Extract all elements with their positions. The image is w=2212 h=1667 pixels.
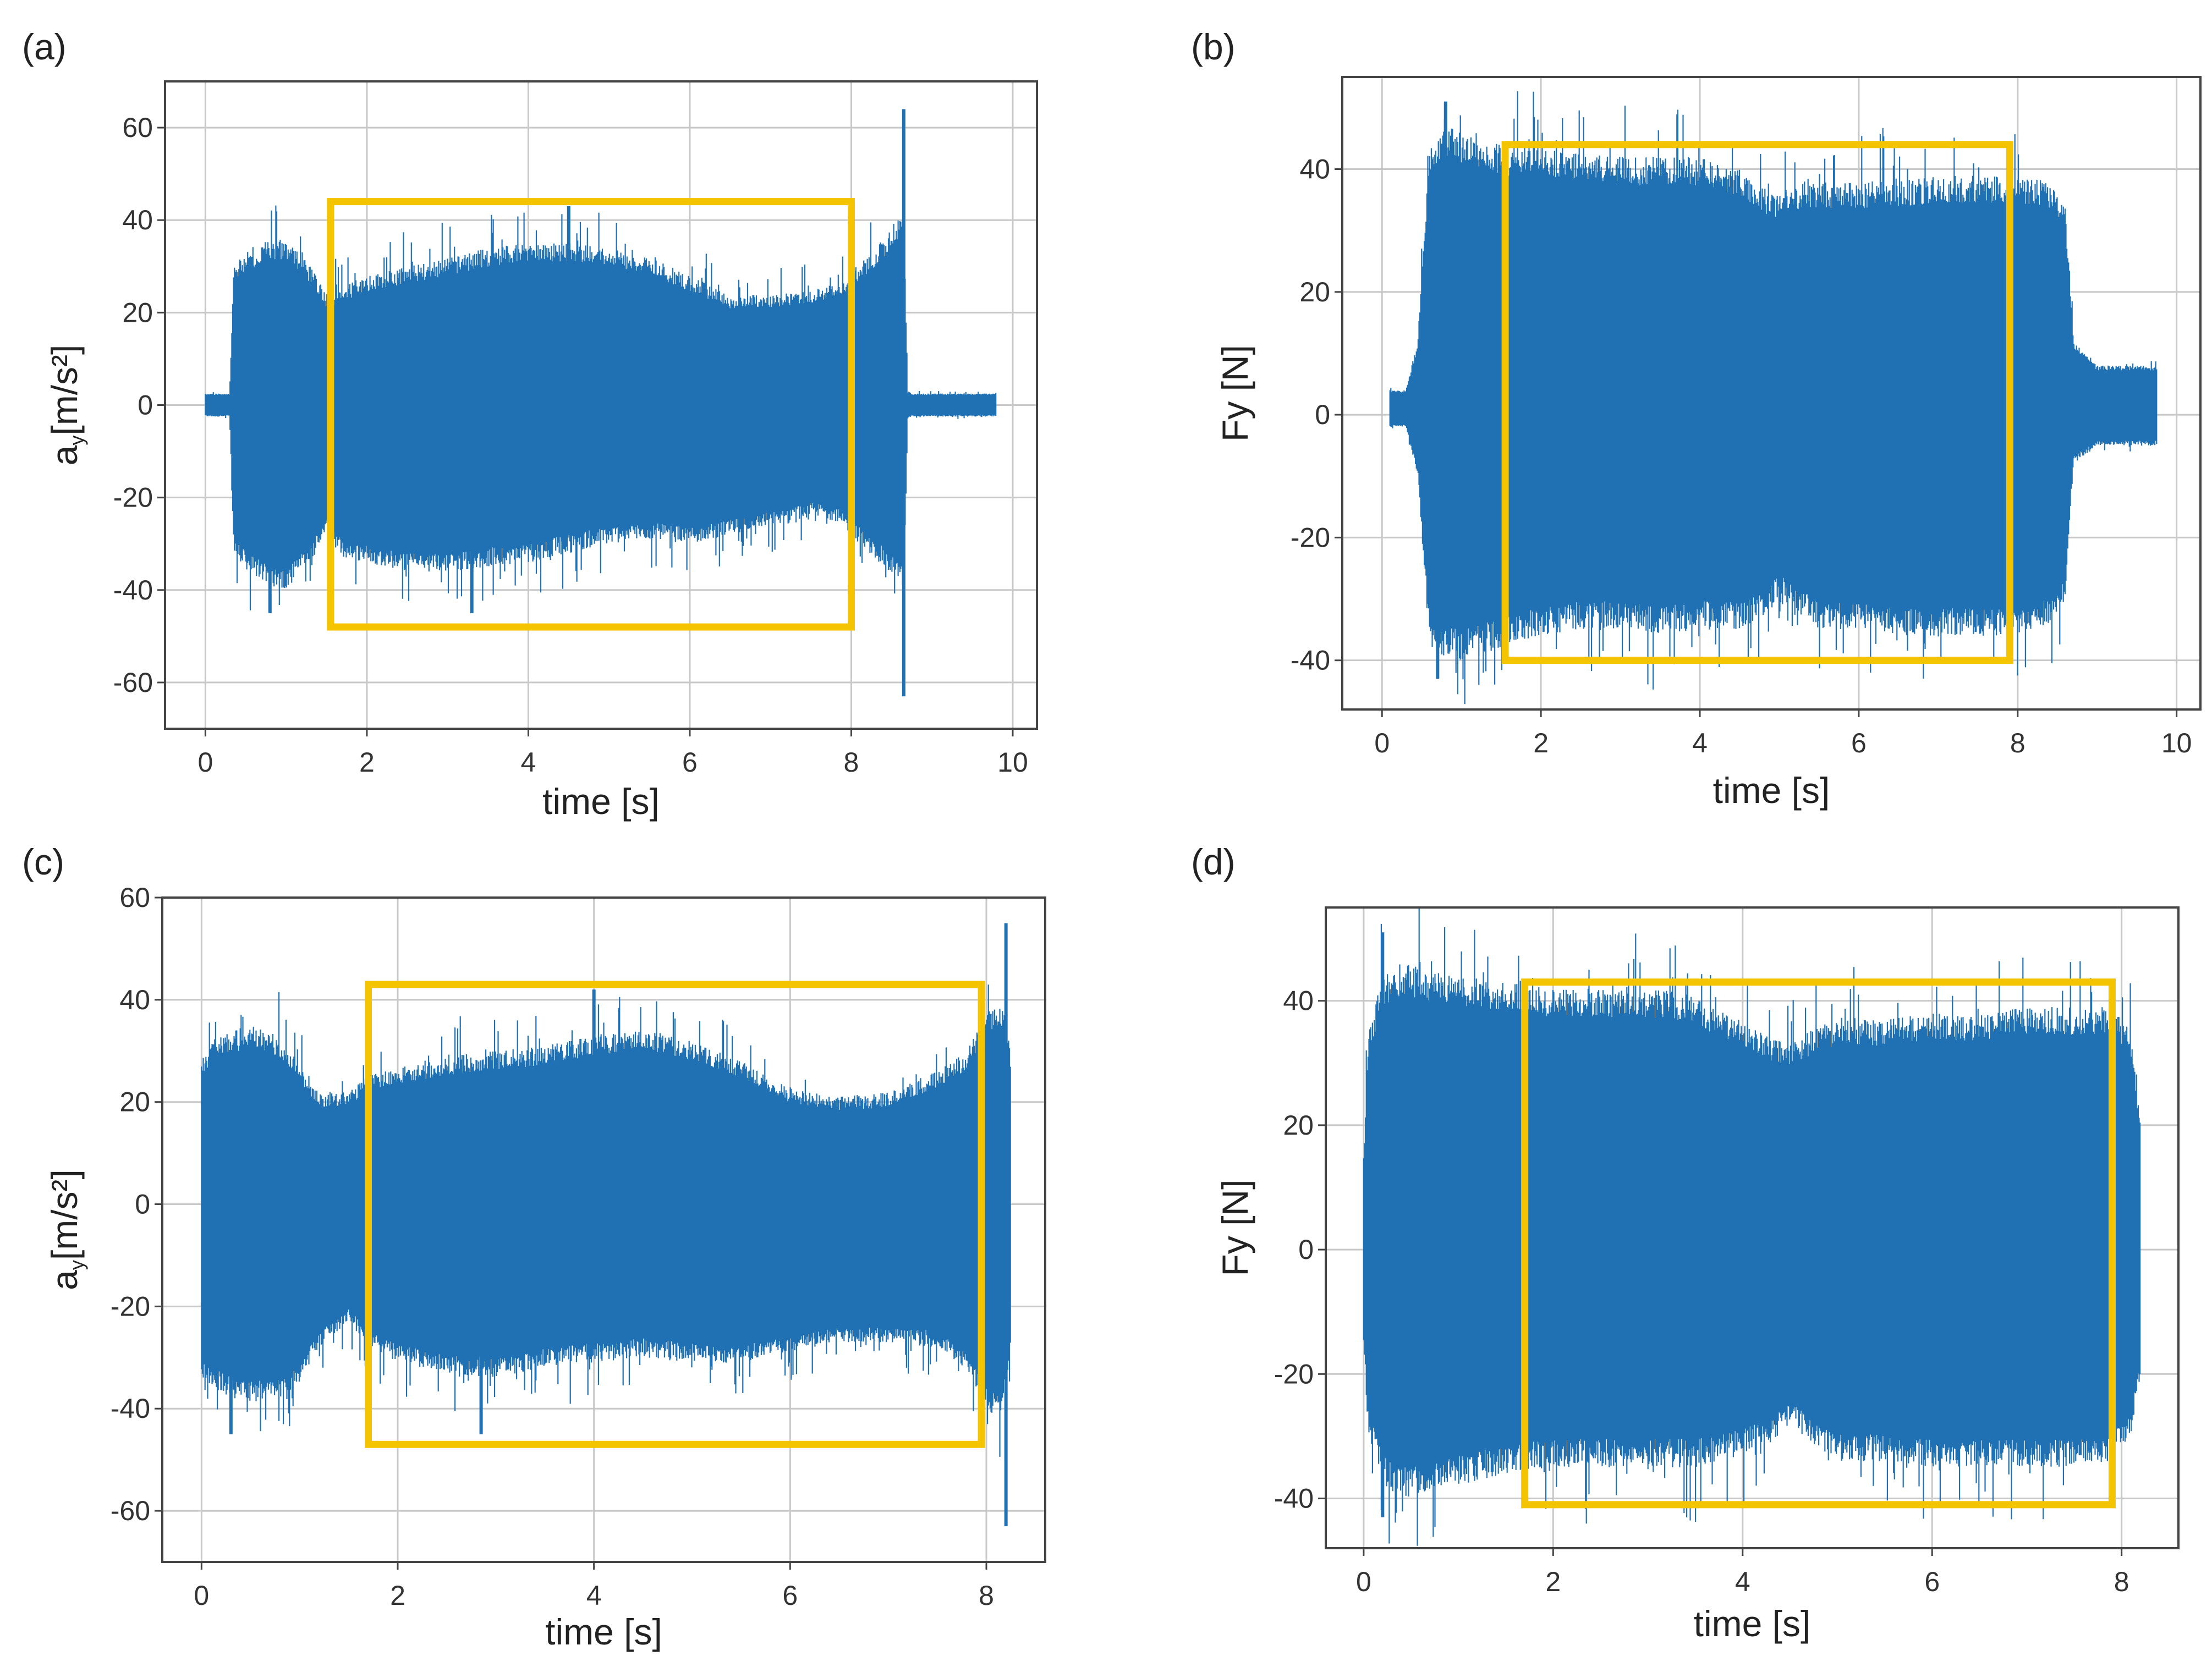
plot-frame: [161, 896, 1046, 1563]
y-tick-label: 40: [1283, 986, 1314, 1016]
y-tick-label: 0: [138, 390, 153, 421]
x-axis-label: time [s]: [545, 1611, 662, 1652]
chart-panel-a: (a) 0 2 4 6 8 10 -60 -40 -20 0 20 40 60 time [s] ay[m/s…: [22, 26, 1038, 822]
x-tick-label: 10: [2161, 728, 2192, 758]
highlight-box: [1521, 978, 2116, 1509]
highlight-box: [327, 198, 855, 631]
y-tick-label: 40: [1299, 153, 1330, 184]
y-tick-label: 40: [119, 984, 150, 1015]
signal-trace: [201, 984, 1011, 1457]
y-tick-label: 0: [1315, 399, 1330, 430]
chart-panel-b: (b) 0 2 4 6 8 10 -40 -20 0 20 40 time [s] Fy [N]: [1191, 26, 2202, 811]
y-tick-label: -20: [111, 1291, 150, 1322]
x-tick-label: 2: [359, 747, 375, 778]
plot-frame: [1341, 76, 2202, 711]
y-tick-label: -60: [111, 1495, 150, 1526]
x-tick-label: 8: [979, 1580, 994, 1611]
y-tick-label: 40: [122, 205, 153, 235]
y-tick-label: 0: [1298, 1234, 1314, 1265]
y-tick-label: -20: [1291, 522, 1330, 553]
y-tick-label: -40: [113, 575, 153, 606]
x-tick-label: 8: [2010, 728, 2026, 758]
signal-trace: [1389, 91, 2158, 705]
x-tick-label: 4: [521, 747, 536, 778]
chart-panel-c: (c) 0 2 4 6 8 -60 -40 -20 0 20 40 60 time [s] ay[m/s²]: [22, 841, 1046, 1652]
y-axis-label: ay[m/s²]: [44, 345, 88, 466]
x-tick-label: 4: [586, 1580, 602, 1611]
panel-label: (a): [22, 26, 67, 67]
panel-label: (c): [22, 841, 64, 882]
panel-label: (b): [1191, 26, 1236, 67]
x-axis-label: time [s]: [1713, 770, 1830, 811]
x-tick-label: 0: [1356, 1566, 1371, 1597]
y-tick-label: -20: [113, 482, 153, 513]
x-tick-label: 0: [194, 1580, 209, 1611]
y-tick-label: 20: [122, 297, 153, 328]
x-tick-label: 2: [1545, 1566, 1561, 1597]
x-tick-label: 4: [1692, 728, 1708, 758]
y-axis-label: Fy [N]: [1215, 1180, 1255, 1277]
y-axis-label: Fy [N]: [1215, 345, 1255, 442]
x-tick-label: 6: [682, 747, 698, 778]
x-tick-label: 10: [997, 747, 1028, 778]
panel-label: (d): [1191, 841, 1236, 882]
y-tick-label: -40: [1291, 645, 1330, 676]
x-tick-label: 6: [782, 1580, 798, 1611]
x-tick-label: 0: [1374, 728, 1390, 758]
x-tick-label: 2: [1533, 728, 1549, 758]
signal-trace: [205, 205, 997, 610]
chart-panel-d: (d) 0 2 4 6 8 -40 -20 0 20 40 time [s] Fy [N]: [1191, 841, 2180, 1644]
signal-trace: [1363, 908, 2141, 1546]
y-tick-label: -60: [113, 667, 153, 698]
y-tick-label: 60: [122, 112, 153, 143]
y-tick-label: 60: [119, 882, 150, 913]
y-tick-label: 20: [119, 1087, 150, 1118]
y-tick-label: 20: [1283, 1110, 1314, 1141]
x-tick-label: 8: [844, 747, 859, 778]
x-tick-label: 6: [1851, 728, 1867, 758]
x-axis-label: time [s]: [542, 781, 660, 822]
x-tick-label: 2: [390, 1580, 405, 1611]
y-tick-label: 20: [1299, 277, 1330, 307]
highlight-box: [365, 981, 985, 1448]
y-tick-label: -40: [111, 1393, 150, 1424]
y-tick-label: 0: [135, 1189, 150, 1220]
highlight-box: [1501, 141, 2013, 664]
plot-frame: [1325, 906, 2180, 1549]
y-axis-label: ay[m/s²]: [44, 1169, 88, 1290]
x-tick-label: 6: [1924, 1566, 1940, 1597]
x-tick-label: 0: [197, 747, 213, 778]
x-axis-label: time [s]: [1694, 1603, 1811, 1644]
x-tick-label: 4: [1735, 1566, 1750, 1597]
x-tick-label: 8: [2114, 1566, 2129, 1597]
y-tick-label: -40: [1274, 1483, 1314, 1514]
y-tick-label: -20: [1274, 1358, 1314, 1389]
